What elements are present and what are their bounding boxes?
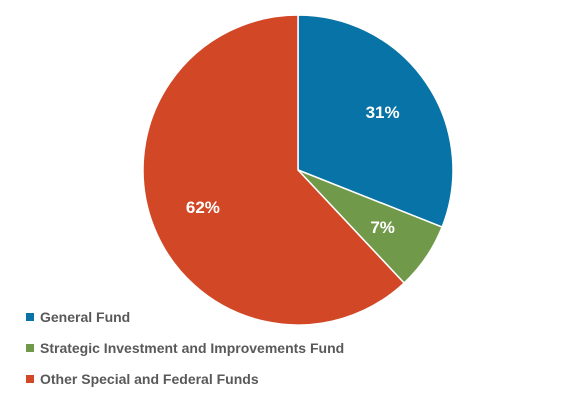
legend-label-other-special-federal-funds: Other Special and Federal Funds: [40, 370, 259, 387]
pie-label-other-special-and-federal-funds: 62%: [186, 198, 220, 217]
legend-swatch-other-special-federal-funds: [26, 374, 34, 383]
pie-labels: 31% 7% 62%: [186, 103, 400, 237]
pie-slice-general-fund: [297, 14, 454, 228]
legend-label-general-fund: General Fund: [40, 308, 131, 325]
pie-label-strategic-investment-and-improvements-fund: 7%: [370, 218, 395, 237]
legend-item-strategic-investment-fund: Strategic Investment and Improvements Fu…: [26, 337, 546, 358]
pie-label-general-fund: 31%: [366, 103, 400, 122]
legend-label-strategic-investment-fund: Strategic Investment and Improvements Fu…: [40, 339, 345, 356]
legend-item-other-special-federal-funds: Other Special and Federal Funds: [26, 368, 546, 389]
legend-swatch-strategic-investment-fund: [26, 343, 34, 352]
pie-slice-other-special-and-federal-funds: [142, 14, 405, 326]
pie-slices: [142, 14, 454, 326]
legend: General Fund Strategic Investment and Im…: [26, 306, 546, 399]
legend-swatch-general-fund: [26, 312, 34, 321]
legend-item-general-fund: General Fund: [26, 306, 546, 327]
